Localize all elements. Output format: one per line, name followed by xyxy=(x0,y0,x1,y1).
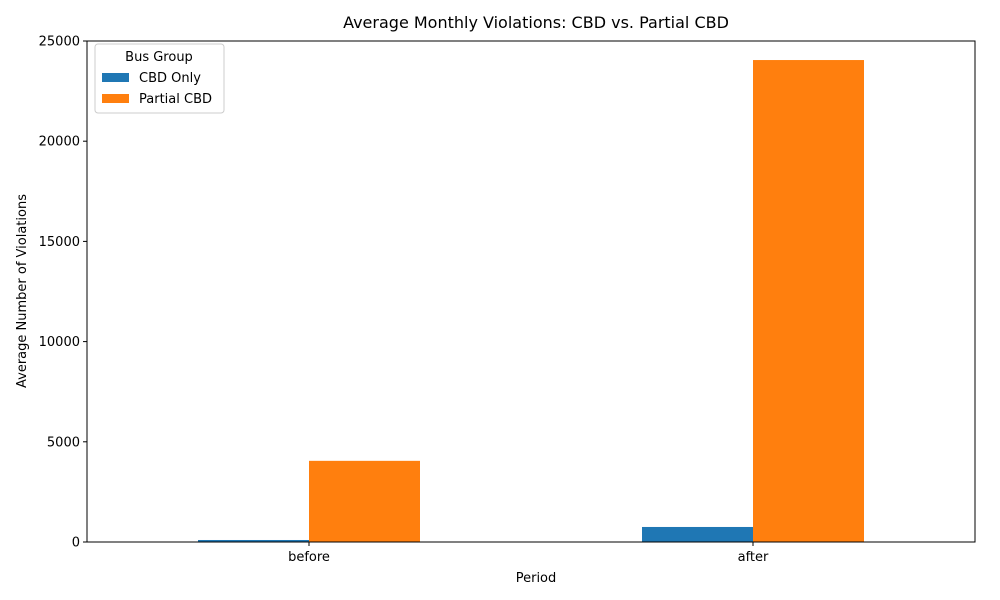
y-axis-ticks: 0 5000 10000 15000 20000 25000 xyxy=(39,35,87,551)
legend-title: Bus Group xyxy=(125,50,193,65)
bars-group xyxy=(198,60,864,543)
plot-frame xyxy=(86,40,976,543)
bar-cbd-only-after xyxy=(642,526,753,542)
legend-swatch-cbd-only xyxy=(102,73,129,82)
bar-cbd-only-before xyxy=(198,539,309,542)
y-tick-label: 0 xyxy=(72,536,80,551)
y-axis-label: Average Number of Violations xyxy=(15,194,30,388)
legend-swatch-partial-cbd xyxy=(102,94,129,103)
chart-title: Average Monthly Violations: CBD vs. Part… xyxy=(343,13,729,32)
y-tick-label: 5000 xyxy=(47,435,80,450)
legend: Bus Group CBD Only Partial CBD xyxy=(94,43,225,114)
bar-partial-cbd-before xyxy=(309,460,420,542)
x-tick-label-before: before xyxy=(288,550,330,565)
x-axis-ticks: before after xyxy=(288,542,769,565)
legend-label-partial-cbd: Partial CBD xyxy=(139,92,212,107)
y-tick-label: 10000 xyxy=(39,335,80,350)
y-tick-label: 15000 xyxy=(39,235,80,250)
y-tick-label: 25000 xyxy=(39,35,80,50)
bar-partial-cbd-after xyxy=(753,60,864,543)
x-axis-label: Period xyxy=(516,571,557,586)
y-tick-label: 20000 xyxy=(39,135,80,150)
legend-label-cbd-only: CBD Only xyxy=(139,71,201,86)
x-tick-label-after: after xyxy=(738,550,769,565)
legend-items: CBD Only Partial CBD xyxy=(102,71,212,107)
